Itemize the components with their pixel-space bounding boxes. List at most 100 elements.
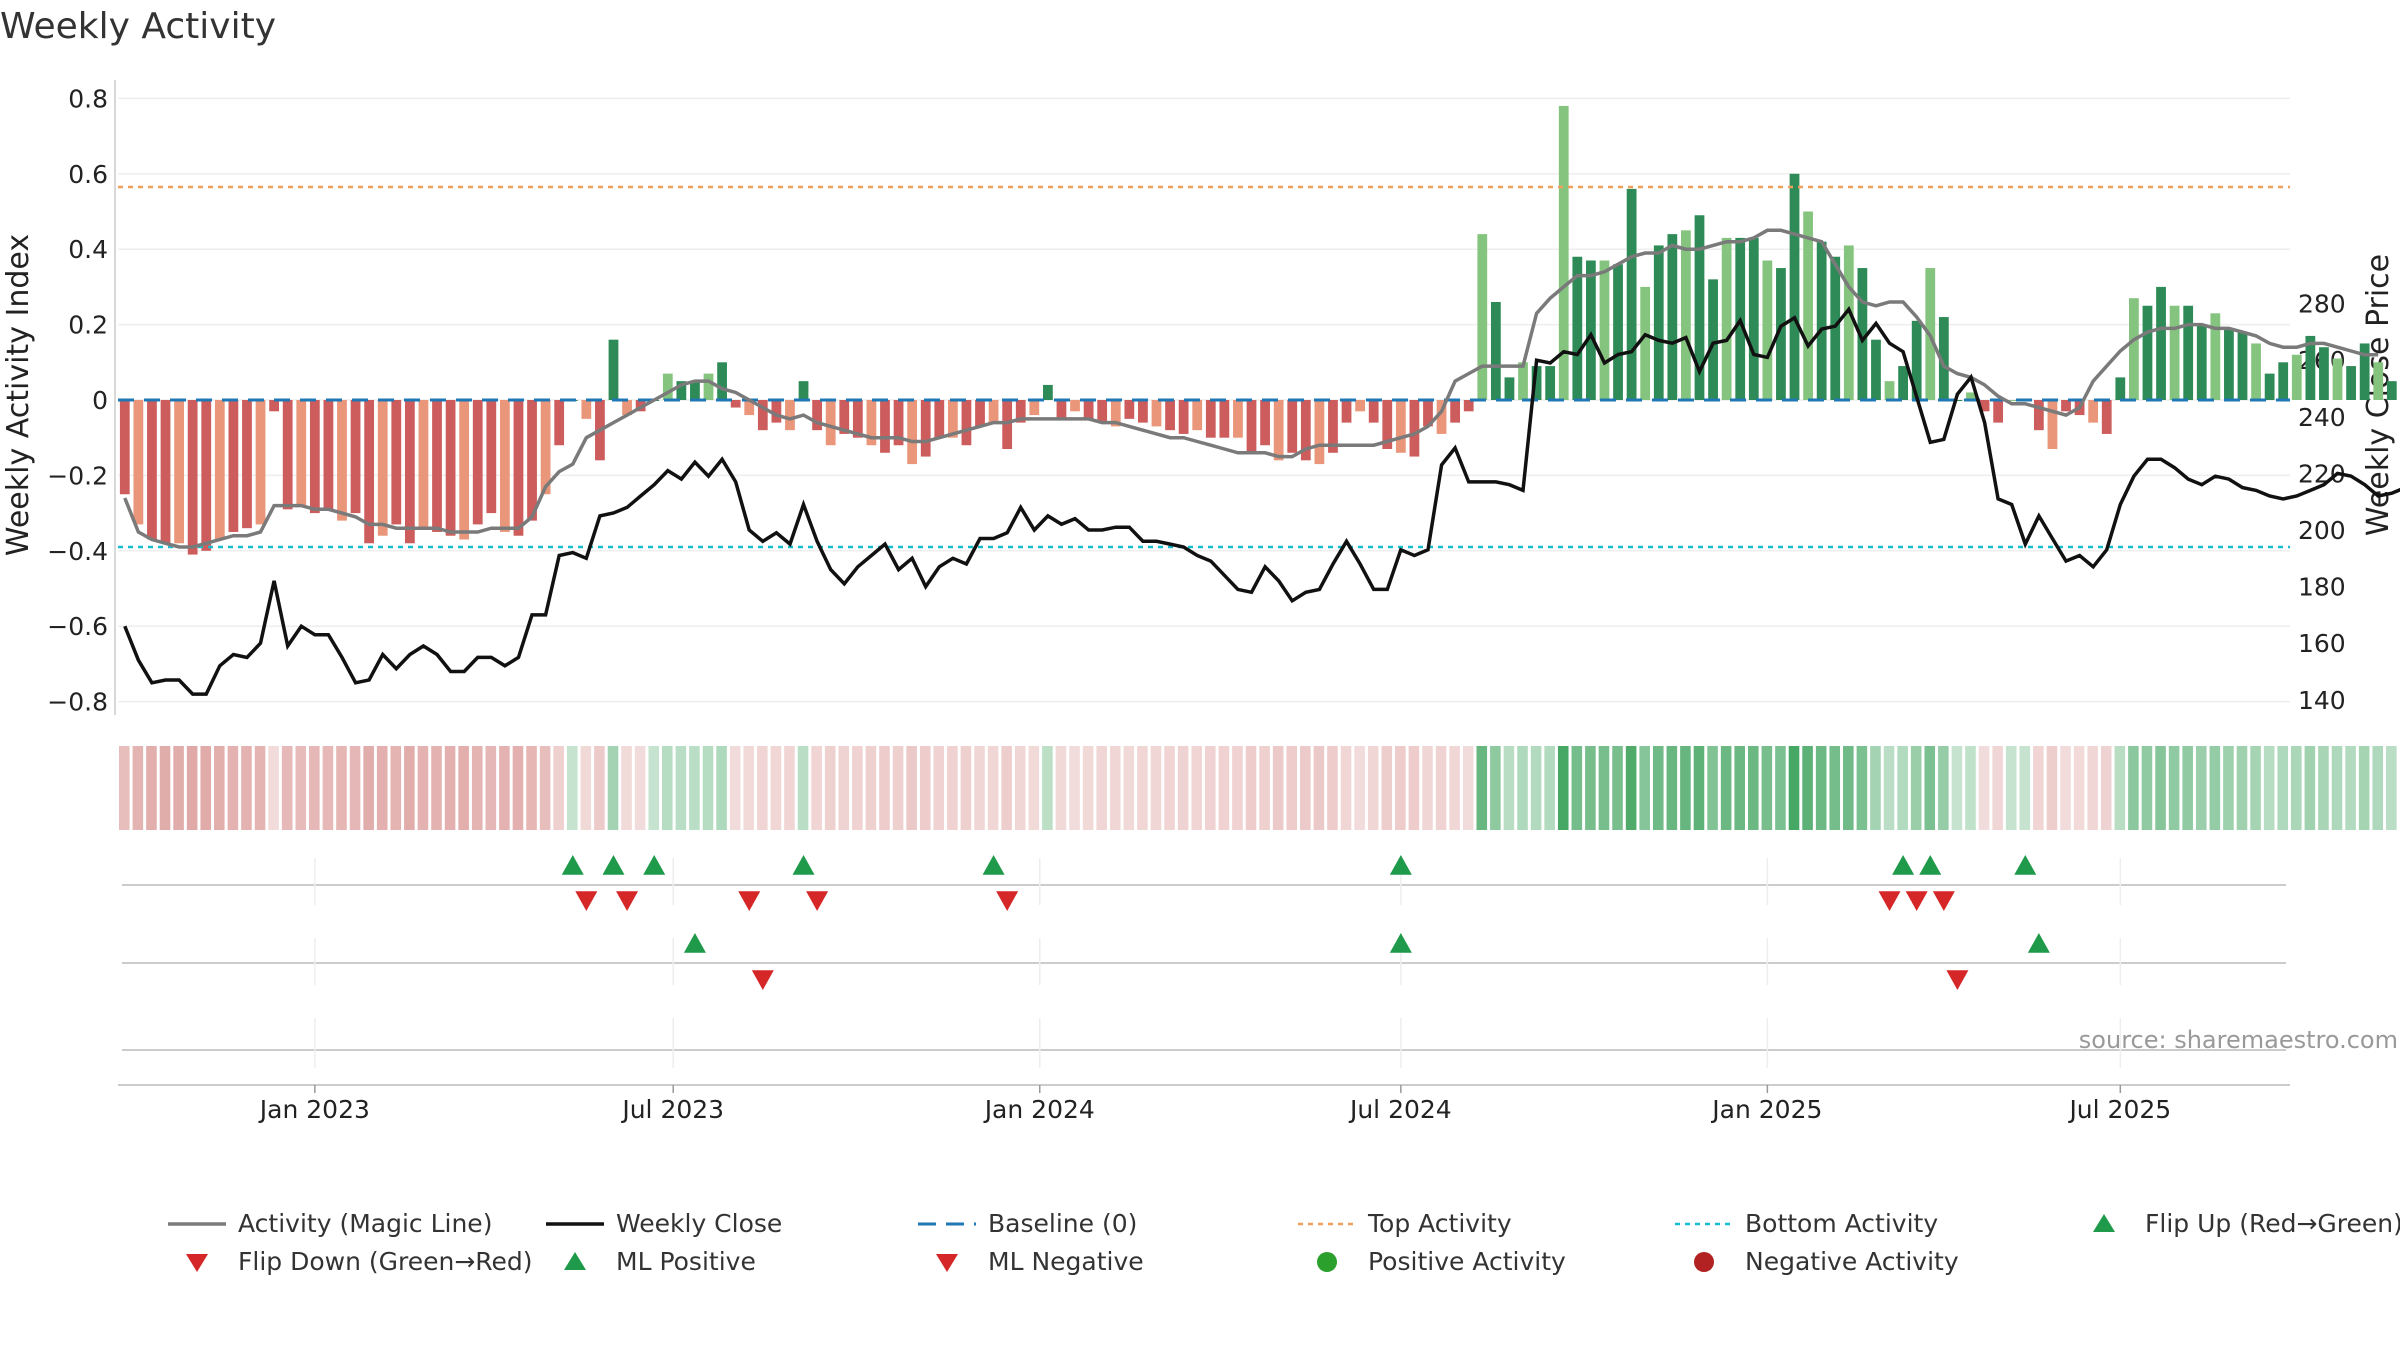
activity-strip-cell — [974, 746, 985, 830]
activity-strip-cell — [987, 746, 999, 830]
legend-label: Activity (Magic Line) — [238, 1209, 492, 1238]
activity-strip-cell — [2250, 746, 2261, 830]
activity-strip-cell — [1327, 746, 1338, 830]
activity-strip-cell — [607, 746, 619, 830]
activity-strip-cell — [811, 746, 822, 830]
legend-item-negact: Negative Activity — [1694, 1247, 1959, 1276]
flip-up-marker — [792, 855, 815, 875]
activity-bar — [1368, 400, 1379, 423]
activity-strip-cell — [1232, 746, 1243, 830]
activity-strip-cell — [1354, 746, 1365, 830]
legend-item-flipup: Flip Up (Red→Green) — [2093, 1209, 2400, 1238]
activity-bar — [350, 400, 361, 514]
activity-bar — [771, 400, 782, 423]
legend-label: Weekly Close — [616, 1209, 782, 1238]
activity-strip-cell — [634, 746, 646, 830]
activity-bar — [445, 400, 456, 536]
activity-strip-cell — [1014, 746, 1026, 830]
activity-bar — [2278, 362, 2289, 400]
activity-bar — [214, 400, 225, 540]
activity-strip-cell — [1137, 746, 1148, 830]
activity-bar — [1477, 234, 1488, 400]
reference-lines — [118, 185, 2290, 549]
activity-strip-cell — [1042, 746, 1053, 830]
activity-bar — [391, 400, 402, 525]
activity-strip-cell — [838, 746, 850, 830]
activity-strip-cell — [431, 746, 442, 830]
flip-down-marker — [738, 891, 761, 911]
activity-bar — [2088, 400, 2099, 423]
activity-strip-cell — [2046, 746, 2058, 830]
activity-strip-cell — [1856, 746, 1868, 830]
activity-bar — [676, 381, 687, 400]
y2-tick-label: 240 — [2298, 403, 2346, 432]
activity-strip-cell — [1557, 746, 1569, 830]
activity-bar — [1409, 400, 1420, 457]
legend-label: Baseline (0) — [988, 1209, 1137, 1238]
activity-strip-cell — [1435, 746, 1447, 830]
flip-down-marker — [1932, 891, 1955, 911]
activity-strip-cell — [2277, 746, 2288, 830]
activity-strip-cell — [2182, 746, 2193, 830]
y-tick-label: 0.6 — [68, 160, 108, 189]
activity-strip-cell — [2236, 746, 2248, 830]
legend-item-close: Weekly Close — [546, 1209, 782, 1238]
activity-bar — [1708, 279, 1718, 400]
activity-strip-cell — [200, 746, 212, 830]
flip-down-marker — [996, 891, 1019, 911]
activity-bar — [1192, 400, 1203, 431]
flip-up-marker — [602, 855, 625, 875]
activity-bar — [2156, 286, 2166, 400]
activity-bar — [961, 400, 972, 446]
legend-item-posact: Positive Activity — [1317, 1247, 1566, 1276]
activity-strip-cell — [716, 746, 727, 830]
activity-bar — [1287, 400, 1298, 453]
activity-strip-cell — [1544, 746, 1555, 830]
activity-bar — [513, 400, 524, 536]
activity-bar — [1043, 384, 1053, 400]
activity-strip-cell — [2073, 746, 2085, 830]
activity-strip-cell — [2372, 746, 2384, 830]
activity-bar — [2183, 305, 2194, 400]
activity-bar — [1138, 400, 1148, 423]
activity-bar — [2224, 328, 2234, 400]
activity-strip-cell — [1761, 746, 1773, 830]
activity-bar — [2237, 332, 2248, 400]
activity-bar — [920, 400, 931, 457]
activity-bar — [228, 400, 239, 532]
activity-bar — [1002, 400, 1013, 450]
activity-strip-cell — [539, 746, 551, 830]
activity-strip-cell — [2168, 746, 2180, 830]
x-tick-label: Jul 2023 — [620, 1095, 724, 1124]
activity-strip-cell — [458, 746, 469, 830]
legend-swatch-positive-dot — [1317, 1252, 1337, 1272]
activity-strip-cell — [1476, 746, 1488, 830]
activity-strip-cell — [1938, 746, 1949, 830]
activity-strip-cell — [512, 746, 524, 830]
activity-strip-cell — [2155, 746, 2166, 830]
y-tick-label: 0 — [92, 386, 108, 415]
activity-bar — [404, 400, 415, 544]
activity-bar — [282, 400, 293, 510]
ml-negative-marker — [751, 970, 774, 990]
activity-bar — [798, 381, 809, 400]
activity-strip-cell — [1992, 746, 2003, 830]
activity-bar — [1843, 245, 1854, 400]
activity-bar — [812, 400, 822, 431]
activity-bar — [187, 400, 198, 555]
activity-bar — [2196, 324, 2207, 400]
activity-strip-cell — [919, 746, 931, 830]
activity-bar — [160, 400, 171, 544]
activity-heat-strip — [119, 746, 2397, 830]
legend-swatch-down-triangle — [186, 1254, 208, 1272]
activity-strip-cell — [797, 746, 809, 830]
x-axis-ticks: Jan 2023 Jul 2023 Jan 2024 Jul 2024 Jan 2025… — [258, 1085, 2171, 1124]
activity-bar — [608, 339, 619, 400]
activity-strip-cell — [254, 746, 266, 830]
activity-strip-cell — [485, 746, 497, 830]
activity-strip-cell — [1978, 746, 1990, 830]
activity-strip-cell — [1652, 746, 1664, 830]
activity-bar — [2359, 343, 2370, 400]
activity-bar — [1884, 381, 1895, 400]
activity-bar — [1355, 400, 1365, 412]
